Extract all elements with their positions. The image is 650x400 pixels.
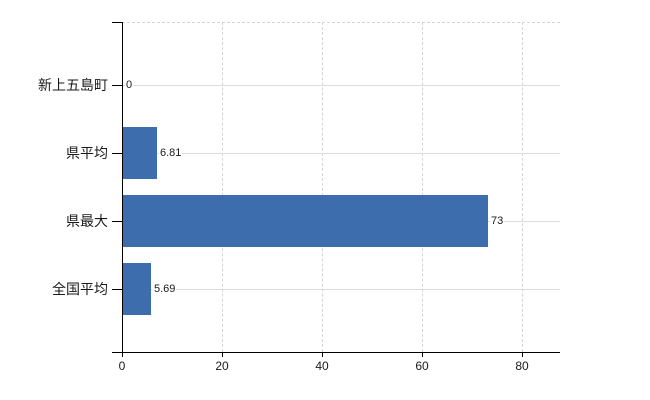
x-axis-tick <box>122 352 123 357</box>
bar <box>123 263 151 315</box>
x-axis-line <box>112 352 560 353</box>
x-tick-label: 20 <box>215 359 229 373</box>
plot-top-border <box>122 22 560 23</box>
x-axis-tick <box>522 352 523 357</box>
category-label: 県平均 <box>66 145 108 161</box>
category-gridline <box>122 289 560 290</box>
x-tick-label: 40 <box>315 359 329 373</box>
category-label: 県最大 <box>66 213 108 229</box>
vertical-gridline <box>322 22 323 352</box>
vertical-gridline <box>522 22 523 352</box>
category-label: 全国平均 <box>52 281 108 297</box>
x-tick-label: 0 <box>118 359 126 373</box>
bar <box>123 195 488 247</box>
y-axis-tick <box>112 153 122 154</box>
bar-value-label: 0 <box>125 78 134 92</box>
y-axis-top-tick <box>112 22 122 23</box>
x-axis-tick <box>322 352 323 357</box>
x-axis-tick <box>422 352 423 357</box>
vertical-gridline <box>222 22 223 352</box>
category-gridline <box>122 85 560 86</box>
x-tick-label: 80 <box>515 359 529 373</box>
category-label: 新上五島町 <box>38 77 108 93</box>
x-axis-tick <box>222 352 223 357</box>
bar-value-label: 73 <box>490 214 505 228</box>
bar <box>123 127 157 179</box>
y-axis-tick <box>112 85 122 86</box>
bar-value-label: 5.69 <box>153 282 177 296</box>
y-axis-tick <box>112 289 122 290</box>
vertical-gridline <box>422 22 423 352</box>
y-axis-line <box>122 22 123 352</box>
category-gridline <box>122 153 560 154</box>
bar-value-label: 6.81 <box>159 146 183 160</box>
y-axis-tick <box>112 221 122 222</box>
x-tick-label: 60 <box>415 359 429 373</box>
